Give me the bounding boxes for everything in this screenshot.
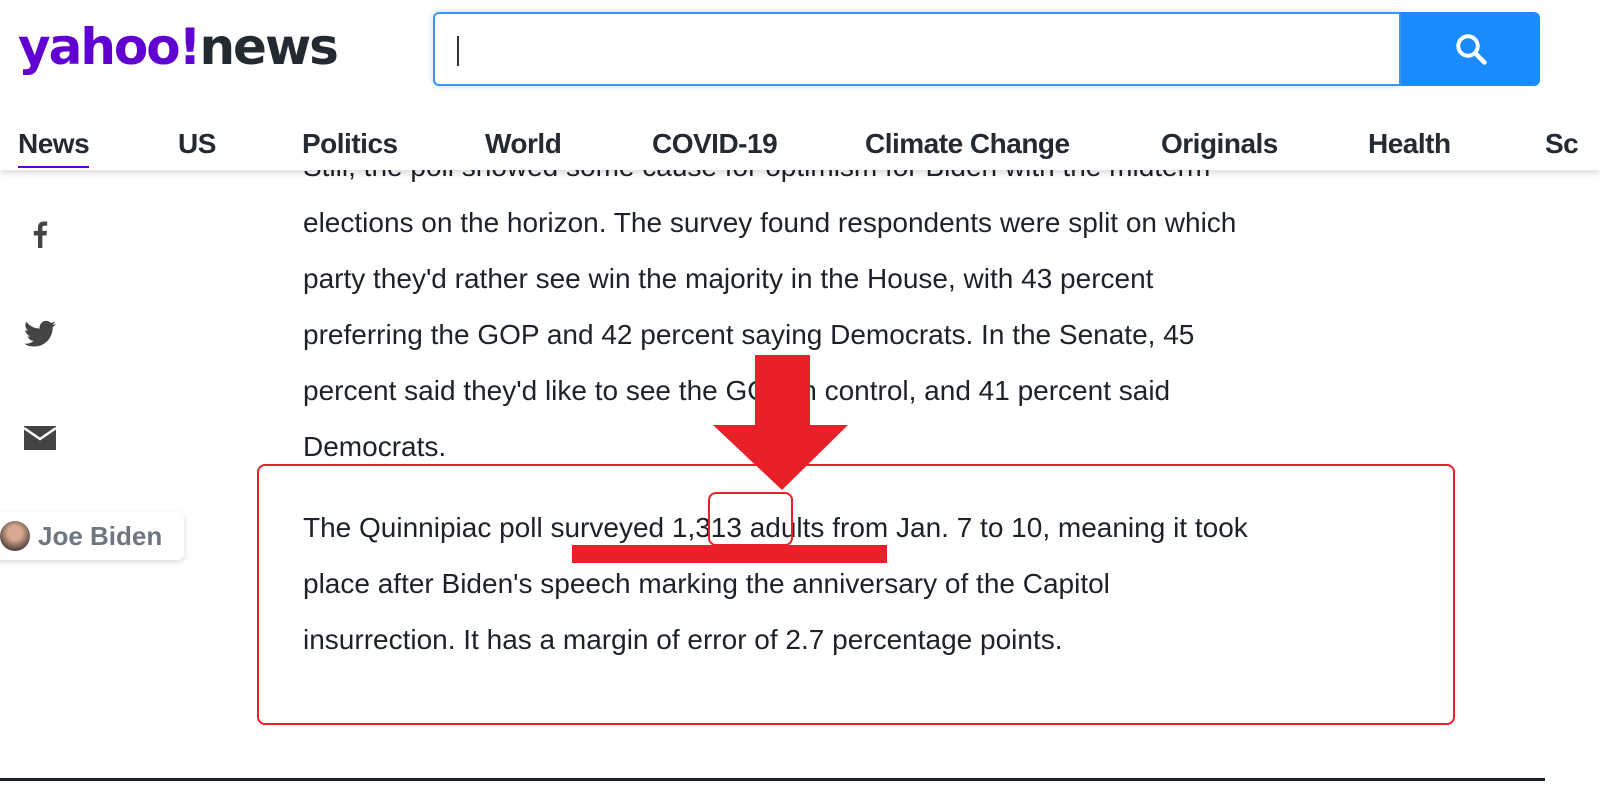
search-button[interactable] bbox=[1401, 12, 1540, 86]
arrow-down-icon bbox=[713, 355, 848, 490]
text-line: Democrats. bbox=[303, 431, 447, 462]
text-line: preferring the GOP and 42 percent saying… bbox=[303, 319, 1195, 350]
twitter-icon bbox=[24, 320, 56, 347]
underline-marker bbox=[572, 545, 887, 563]
text-line: percent said they'd like to see the GOP … bbox=[303, 375, 1171, 406]
text-line: insurrection. It has a margin of error o… bbox=[303, 624, 1063, 655]
highlight-box bbox=[257, 464, 1455, 725]
article-paragraph-2: The Quinnipiac poll surveyed 1,313 adult… bbox=[303, 500, 1403, 668]
nav-us[interactable]: US bbox=[178, 128, 216, 159]
nav-bar: News US Politics World COVID-19 Climate … bbox=[0, 128, 1600, 168]
text-line: place after Biden's speech marking the a… bbox=[303, 568, 1110, 599]
nav-more[interactable]: Sc bbox=[1545, 128, 1579, 159]
mail-share-button[interactable] bbox=[24, 422, 56, 454]
facebook-icon bbox=[33, 221, 48, 248]
nav-politics[interactable]: Politics bbox=[302, 128, 398, 159]
header: yahoo!news News US Politics World COVID-… bbox=[0, 0, 1600, 170]
nav-news[interactable]: News bbox=[18, 128, 90, 168]
article-paragraph-1: Still, the poll showed some cause for op… bbox=[303, 139, 1403, 475]
facebook-share-button[interactable] bbox=[24, 218, 56, 250]
divider bbox=[0, 778, 1545, 781]
twitter-share-button[interactable] bbox=[24, 318, 56, 350]
text-line: The Quinnipiac poll surveyed 1,313 adult… bbox=[303, 512, 1248, 543]
topic-tag-label: Joe Biden bbox=[38, 520, 163, 551]
text-caret bbox=[457, 36, 459, 66]
text-line: party they'd rather see win the majority… bbox=[303, 263, 1154, 294]
mail-icon bbox=[24, 426, 56, 450]
nav-originals[interactable]: Originals bbox=[1161, 128, 1278, 159]
avatar bbox=[0, 521, 30, 551]
search-input[interactable] bbox=[433, 12, 1401, 86]
yahoo-news-logo[interactable]: yahoo!news bbox=[18, 18, 339, 76]
nav-covid[interactable]: COVID-19 bbox=[652, 128, 778, 159]
number-highlight-box bbox=[708, 492, 793, 546]
text-line: elections on the horizon. The survey fou… bbox=[303, 207, 1237, 238]
nav-climate-change[interactable]: Climate Change bbox=[865, 128, 1070, 159]
search-icon bbox=[1455, 34, 1487, 65]
topic-tag-joe-biden[interactable]: Joe Biden bbox=[0, 512, 184, 560]
nav-health[interactable]: Health bbox=[1368, 128, 1451, 159]
nav-world[interactable]: World bbox=[485, 128, 562, 159]
